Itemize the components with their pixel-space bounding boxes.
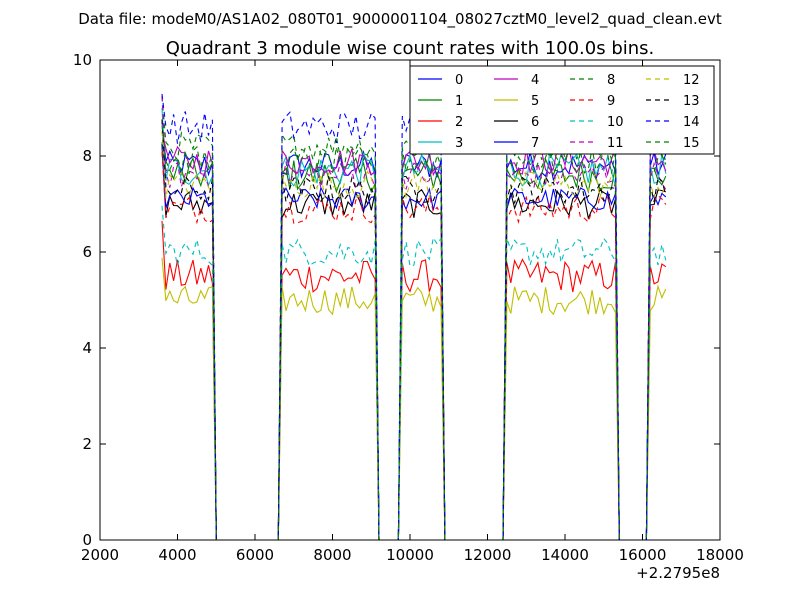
series-line-2: [161, 220, 667, 540]
x-tick-label: 14000: [541, 546, 589, 564]
x-tick-label: 16000: [619, 546, 667, 564]
legend-label-7: 7: [531, 136, 539, 151]
figure-suptitle: Data file: modeM0/AS1A02_080T01_90000011…: [78, 10, 722, 29]
legend-label-6: 6: [531, 115, 539, 130]
legend-label-3: 3: [455, 136, 463, 151]
x-tick-label: 2000: [81, 546, 119, 564]
legend-label-4: 4: [531, 73, 539, 88]
series-line-5: [161, 257, 667, 540]
x-tick-label: 6000: [236, 546, 274, 564]
x-tick-label: 12000: [464, 546, 512, 564]
legend-box: [409, 65, 715, 155]
legend-label-12: 12: [683, 73, 700, 88]
series-line-13: [161, 119, 667, 540]
legend-label-1: 1: [455, 94, 463, 109]
legend-label-8: 8: [607, 73, 615, 88]
legend-label-10: 10: [607, 115, 624, 130]
legend-label-11: 11: [607, 136, 624, 151]
legend-label-0: 0: [455, 73, 463, 88]
y-tick-label: 4: [82, 339, 92, 357]
series-line-7: [161, 145, 667, 540]
y-tick-label: 8: [82, 147, 92, 165]
series-line-6: [161, 143, 666, 540]
legend-label-9: 9: [607, 94, 615, 109]
y-tick-label: 10: [73, 51, 92, 69]
series-line-4: [161, 131, 667, 540]
y-tick-label: 6: [82, 243, 92, 261]
y-tick-label: 0: [82, 531, 92, 549]
legend-label-14: 14: [683, 115, 700, 130]
x-tick-label: 18000: [696, 546, 744, 564]
x-tick-label: 4000: [158, 546, 196, 564]
series-line-11: [161, 96, 667, 540]
chart-title: Quadrant 3 module wise count rates with …: [166, 38, 655, 59]
axis-ticks: 2000 4000 6000 8000 10000 12000 14000 16000 1800…: [73, 51, 744, 564]
legend-label-13: 13: [683, 94, 700, 109]
y-tick-label: 2: [82, 435, 92, 453]
legend-label-5: 5: [531, 94, 539, 109]
legend-label-2: 2: [455, 115, 463, 130]
x-tick-label: 10000: [386, 546, 434, 564]
legend-label-15: 15: [683, 136, 700, 151]
x-axis-offset-label: +2.2795e8: [636, 564, 720, 582]
series-line-10: [161, 205, 667, 540]
x-tick-label: 8000: [313, 546, 351, 564]
